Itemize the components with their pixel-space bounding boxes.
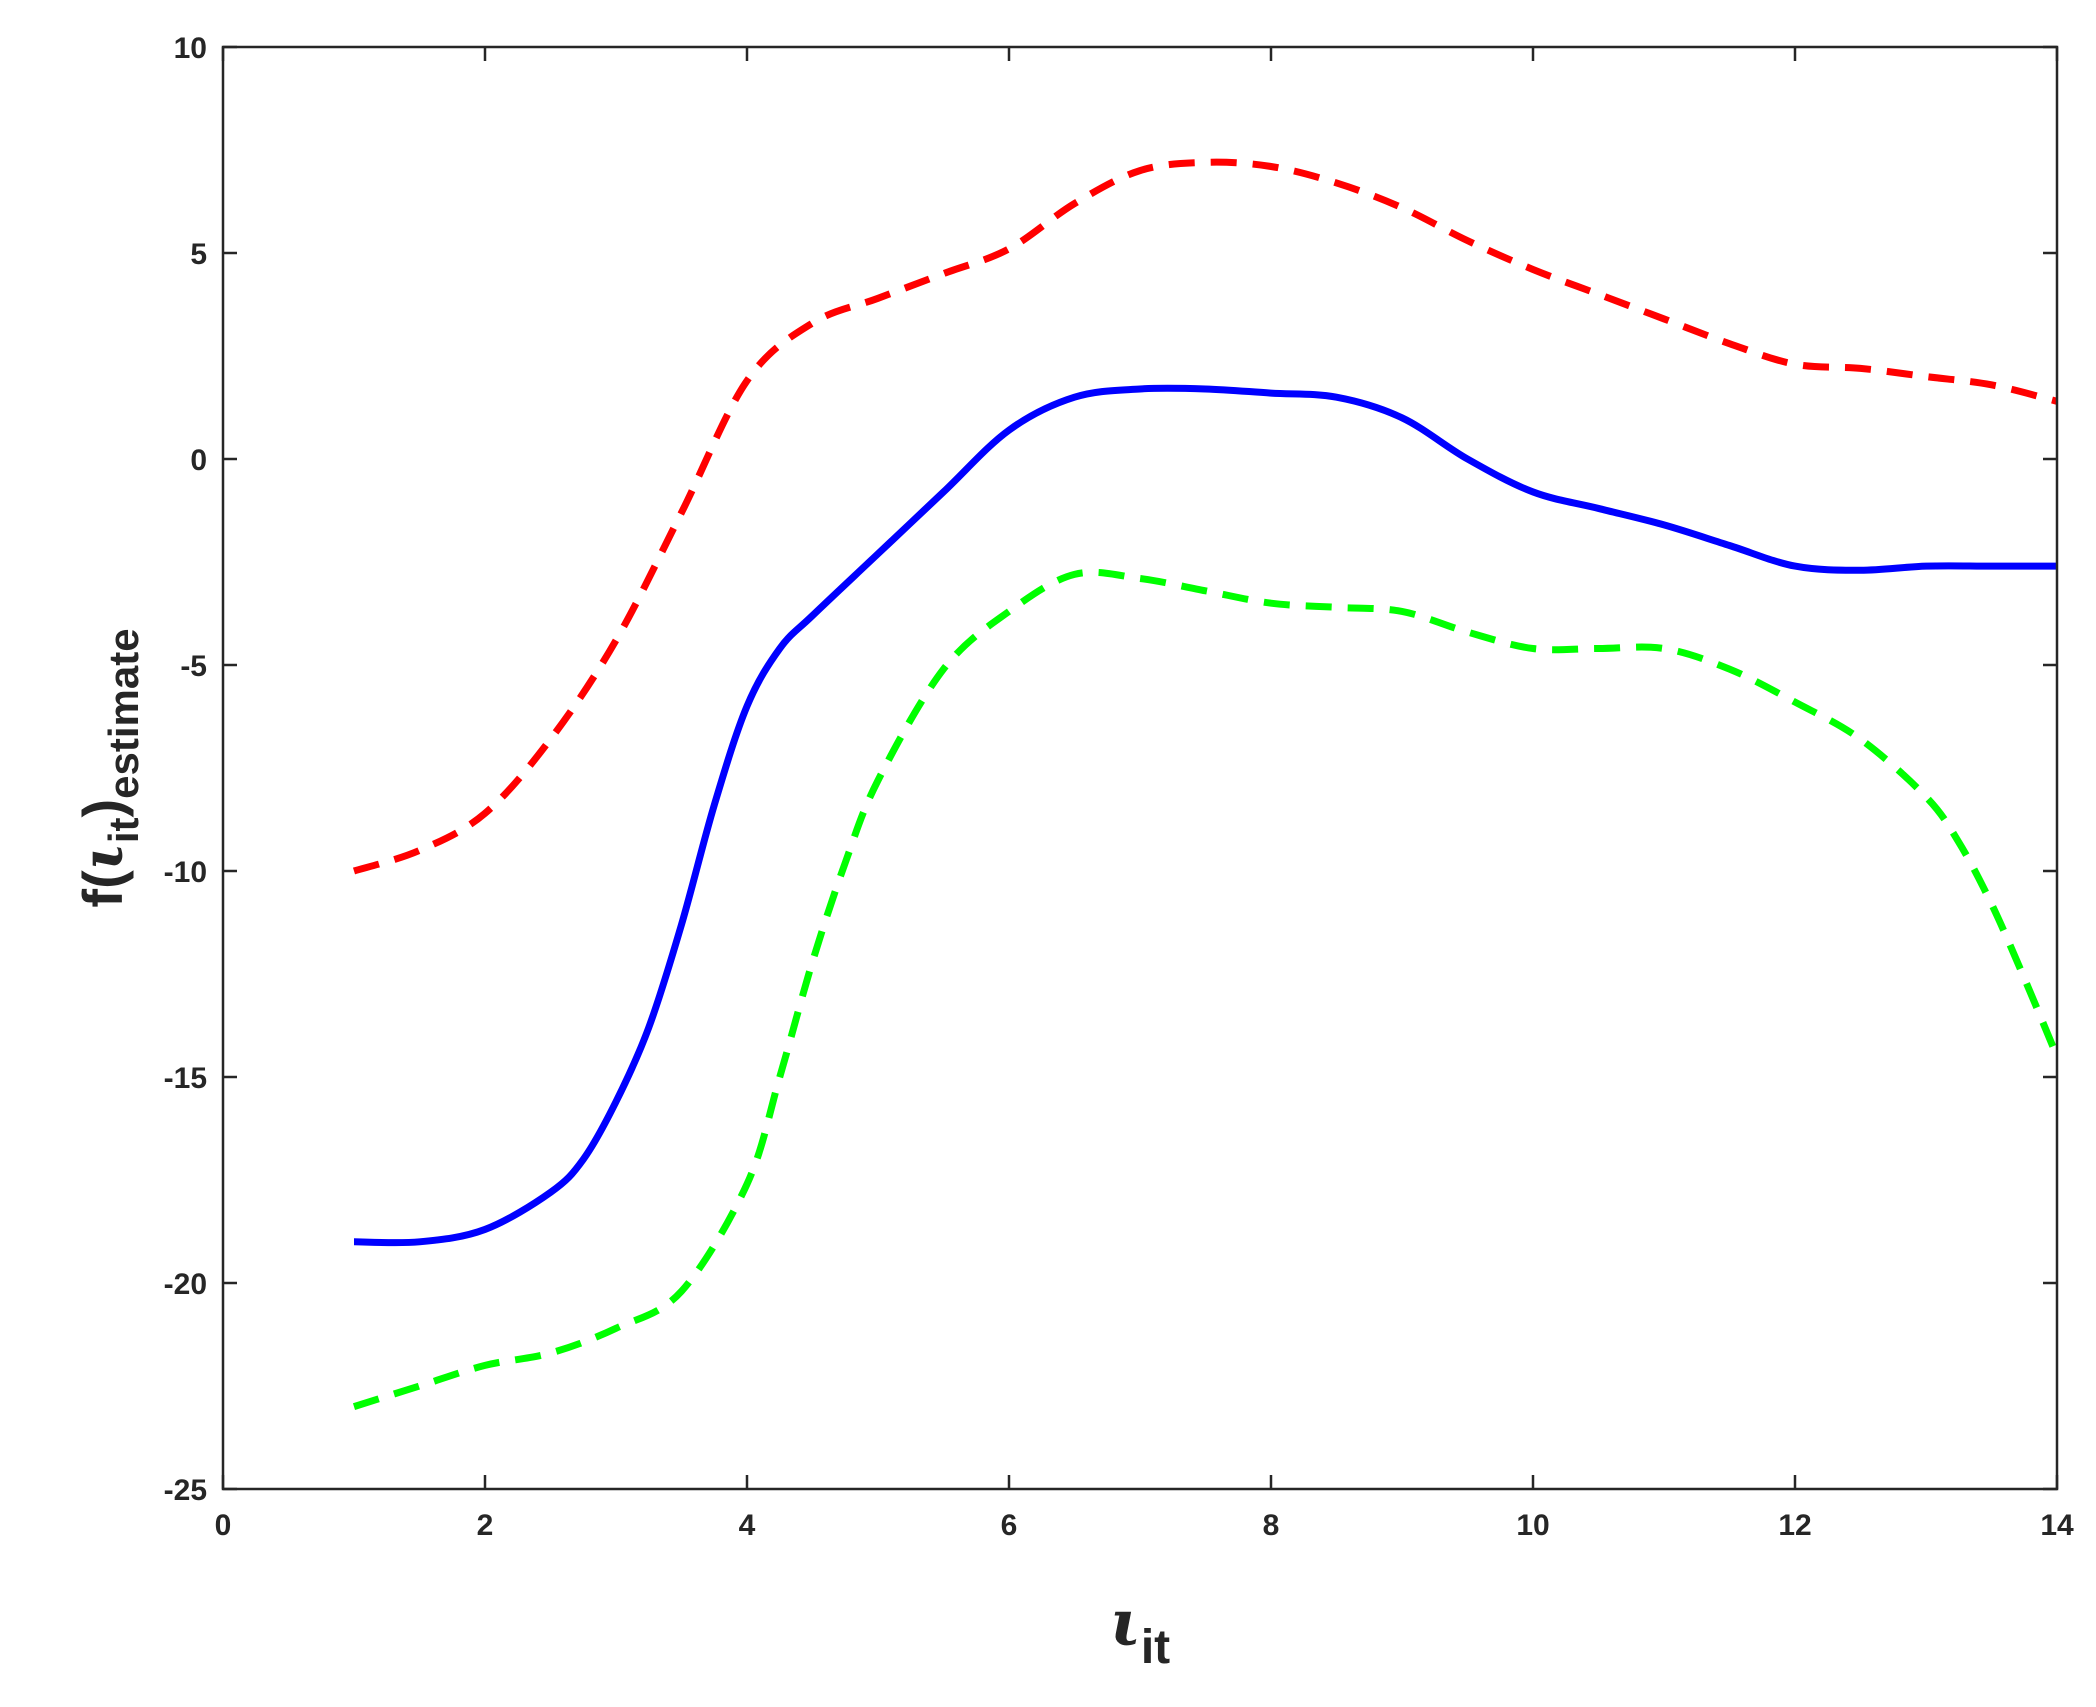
y-tick-label: 10 [174,32,207,65]
upper-bound-series [352,158,2058,875]
y-tick-label: -15 [164,1062,207,1095]
x-tick-label: 14 [2040,1509,2074,1542]
plot-box [221,45,2059,1491]
y-axis-label-sub1: it [100,817,147,843]
y-axis-label-close: ) [71,799,134,818]
x-axis-label-sub: it [1141,1621,1170,1674]
x-axis-label: ιit [1110,1586,1170,1674]
y-tick-label: -25 [164,1474,207,1507]
x-axis-label-symbol: ι [1110,1586,1141,1661]
series-layer [352,158,2061,1410]
estimate-series [353,384,2057,1247]
y-axis-label: f(ιit)estimate [70,628,147,907]
x-tick-label: 10 [1516,1509,1549,1542]
y-axis-label-sub2: estimate [100,628,147,798]
y-tick-label: 5 [190,238,207,271]
x-tick-label: 8 [1263,1509,1280,1542]
y-tick-label: -20 [164,1268,207,1301]
x-tick-label: 6 [1001,1509,1018,1542]
x-tick-label: 4 [739,1509,756,1542]
x-tick-label: 12 [1778,1509,1811,1542]
y-tick-label: -10 [164,856,207,889]
y-tick-label: -5 [180,650,207,683]
x-tick-label: 0 [215,1509,232,1542]
y-axis-label-symbol: ι [70,843,136,870]
tick-layer: 0 2 4 6 8 10 12 14 -25 -20 -15 -10 -5 0 5 10 [164,32,2074,1542]
y-tick-label: 0 [190,444,207,477]
y-axis-label-prefix: f( [71,870,134,908]
x-tick-label: 2 [477,1509,494,1542]
